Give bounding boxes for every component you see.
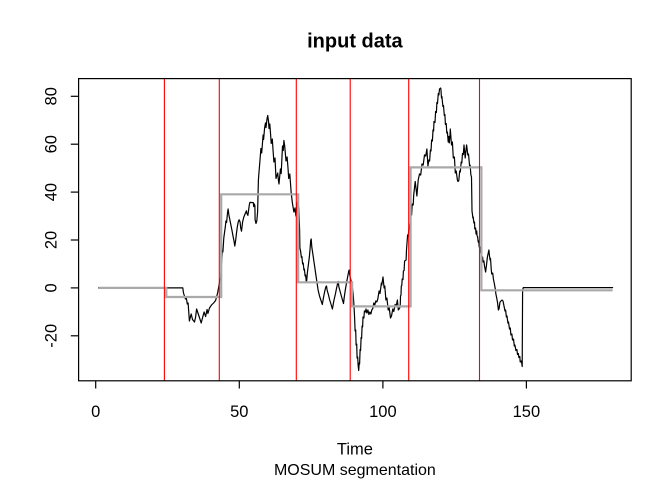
svg-text:0: 0 <box>42 283 60 292</box>
svg-text:40: 40 <box>42 183 60 201</box>
svg-text:60: 60 <box>42 135 60 153</box>
svg-text:Time: Time <box>337 440 373 458</box>
svg-text:50: 50 <box>230 403 248 421</box>
svg-text:input data: input data <box>307 30 403 52</box>
svg-text:80: 80 <box>42 87 60 105</box>
svg-text:0: 0 <box>91 403 100 421</box>
svg-text:-20: -20 <box>42 324 60 348</box>
svg-text:100: 100 <box>369 403 397 421</box>
svg-text:MOSUM segmentation: MOSUM segmentation <box>274 462 436 479</box>
svg-text:150: 150 <box>513 403 541 421</box>
svg-text:20: 20 <box>42 231 60 249</box>
